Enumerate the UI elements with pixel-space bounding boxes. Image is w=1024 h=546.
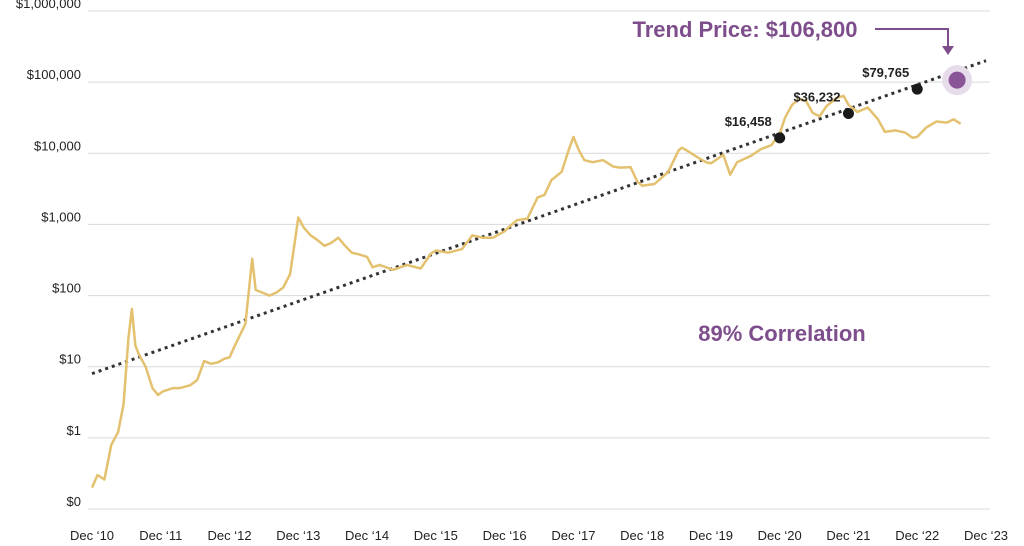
y-axis-ticks: $0 $1 $10 $100 $1,000 $10,000 $100,000 $1,000,0… bbox=[16, 0, 81, 509]
x-tick-label: Dec ‘23 bbox=[964, 528, 1008, 543]
x-tick-label: Dec ‘20 bbox=[758, 528, 802, 543]
price-line-layer bbox=[90, 94, 962, 489]
correlation-annotation: 89% Correlation bbox=[698, 321, 866, 346]
x-tick-label: Dec ‘10 bbox=[70, 528, 114, 543]
marker-layer: $16,458 $36,232 $79,765 bbox=[725, 65, 973, 144]
x-tick-label: Dec ‘21 bbox=[826, 528, 870, 543]
marker-label: $36,232 bbox=[793, 90, 840, 105]
x-tick-label: Dec ‘14 bbox=[345, 528, 389, 543]
projected-point bbox=[948, 71, 966, 89]
y-tick-label: $1,000,000 bbox=[16, 0, 81, 11]
x-tick-label: Dec ‘18 bbox=[620, 528, 664, 543]
marker-label: $79,765 bbox=[862, 65, 909, 80]
x-tick-label: Dec ‘22 bbox=[895, 528, 939, 543]
x-tick-label: Dec ‘19 bbox=[689, 528, 733, 543]
marker-label: $16,458 bbox=[725, 114, 772, 129]
trend-price-arrowhead bbox=[942, 46, 954, 55]
trend-price-arrow bbox=[875, 28, 949, 48]
x-tick-label: Dec ‘15 bbox=[414, 528, 458, 543]
trend-marker bbox=[842, 108, 854, 120]
price-line bbox=[90, 94, 962, 489]
grid-lines bbox=[88, 10, 990, 510]
y-tick-label: $100,000 bbox=[27, 67, 81, 82]
y-tick-label: $100 bbox=[52, 281, 81, 296]
y-tick-label: $1,000 bbox=[41, 209, 81, 224]
y-tick-label: $1 bbox=[67, 423, 81, 438]
x-tick-label: Dec ‘17 bbox=[551, 528, 595, 543]
y-tick-label: $10,000 bbox=[34, 138, 81, 153]
x-axis-ticks: Dec ‘10 Dec ‘11 Dec ‘12 Dec ‘13 Dec ‘14 Dec ‘… bbox=[70, 528, 1008, 543]
y-tick-label: $0 bbox=[67, 494, 81, 509]
trend-marker bbox=[911, 83, 923, 95]
x-tick-label: Dec ‘11 bbox=[139, 528, 182, 543]
trend-price-annotation: Trend Price: $106,800 bbox=[632, 17, 857, 42]
x-tick-label: Dec ‘13 bbox=[276, 528, 320, 543]
y-tick-label: $10 bbox=[59, 352, 81, 367]
trend-marker bbox=[774, 132, 786, 144]
x-tick-label: Dec ‘16 bbox=[483, 528, 527, 543]
x-tick-label: Dec ‘12 bbox=[207, 528, 251, 543]
